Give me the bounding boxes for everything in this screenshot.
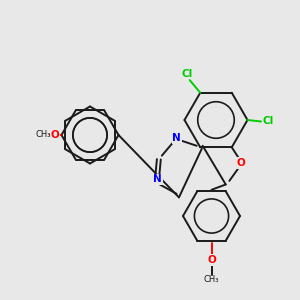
- Text: O: O: [207, 255, 216, 265]
- Text: N: N: [153, 174, 162, 184]
- Text: N: N: [172, 133, 181, 143]
- Text: Cl: Cl: [182, 68, 193, 79]
- Text: CH₃: CH₃: [204, 275, 219, 284]
- Text: CH₃: CH₃: [35, 130, 51, 139]
- Text: O: O: [50, 130, 59, 140]
- Text: O: O: [236, 158, 245, 168]
- Text: Cl: Cl: [263, 116, 274, 127]
